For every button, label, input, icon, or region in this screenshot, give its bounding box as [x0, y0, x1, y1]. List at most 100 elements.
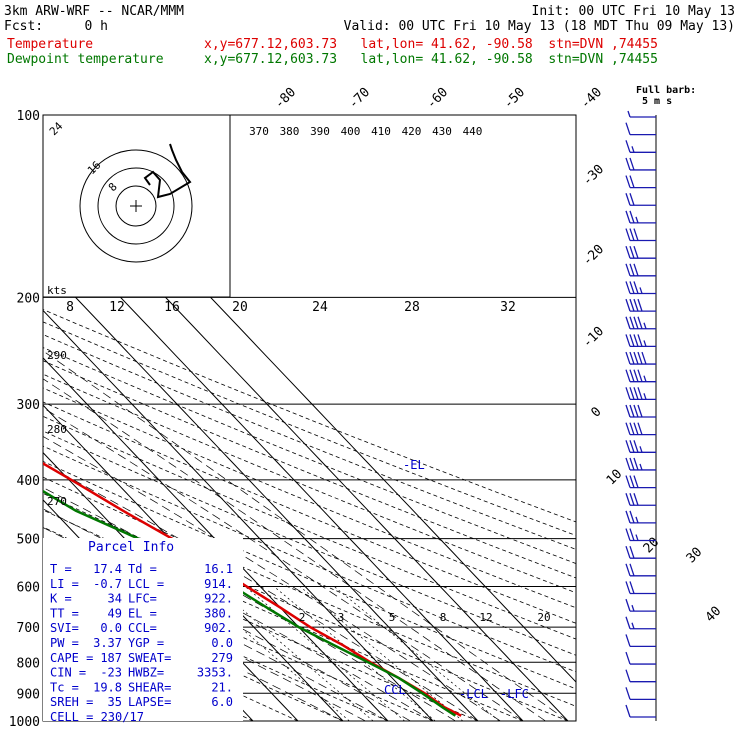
wind-barb: [625, 387, 656, 401]
wind-barb: [625, 334, 656, 348]
pressure-label-300: 300: [17, 398, 40, 413]
parcel-key: HWBZ=: [128, 666, 164, 680]
dry-adiabat: [43, 309, 576, 523]
theta-label: 430: [432, 125, 452, 138]
parcel-value: 17.4: [93, 562, 122, 576]
dry-adiabat: [43, 445, 576, 673]
temp-label: -40: [578, 85, 605, 112]
temp-label: -70: [346, 85, 373, 112]
parcel-key: TT =: [50, 606, 79, 620]
pressure-label-600: 600: [17, 581, 40, 596]
temp-label: -80: [272, 85, 299, 112]
theta-label: 390: [310, 125, 330, 138]
parcel-key: SVI=: [50, 621, 79, 635]
wind-barb: [625, 298, 656, 312]
legend-temperature-info: x,y=677.12,603.73 lat,lon= 41.62, -90.58…: [204, 37, 658, 52]
parcel-value: -0.7: [93, 577, 122, 591]
dry-adiabat: [43, 347, 576, 564]
lcl-marker: -LCL: [459, 687, 488, 701]
parcel-key: SWEAT=: [128, 651, 171, 665]
parcel-value: 0.0: [100, 621, 122, 635]
wind-barb: [625, 528, 656, 542]
legend-dewpoint-info: x,y=677.12,603.73 lat,lon= 41.62, -90.58…: [204, 52, 658, 67]
hodo-kts-label: kts: [47, 284, 67, 297]
wind-barb: [625, 581, 656, 595]
parcel-value: 16.1: [204, 562, 233, 576]
parcel-value: 3.37: [93, 636, 122, 650]
dry-adiabat: [43, 415, 576, 640]
parcel-key: CAPE =: [50, 651, 93, 665]
wind-barb: [625, 281, 656, 295]
isotherm: [43, 167, 569, 721]
fcst-value: 0 h: [85, 19, 108, 34]
temp-label: -10: [580, 324, 607, 351]
isotherm: [43, 214, 524, 721]
theta-e-label: 280: [47, 423, 67, 436]
mixing-ratio-label: 20: [537, 611, 550, 624]
pressure-label-100: 100: [17, 109, 40, 124]
hodo-speed-label: 20: [232, 300, 248, 315]
parcel-info-panel: Parcel Info T = 17.4 Td = 16.1 LI = -0.7 LCL =…: [43, 538, 243, 724]
wind-barb: [625, 651, 656, 665]
init-time: Init: 00 UTC Fri 10 May 13: [532, 4, 736, 19]
theta-e-label: 270: [47, 495, 67, 508]
dry-adiabat: [43, 321, 576, 536]
wind-barb: [625, 157, 656, 171]
hodo-speed-label: 32: [500, 300, 516, 315]
wind-barb: [625, 369, 656, 383]
parcel-key: Tc =: [50, 680, 79, 694]
wind-barb: [625, 457, 656, 471]
temp-label: -50: [501, 85, 528, 112]
moist-adiabat: [43, 487, 456, 721]
parcel-key: EL =: [128, 606, 157, 620]
parcel-key: T =: [50, 562, 72, 576]
parcel-value: 922.: [204, 592, 233, 606]
wind-barb: [625, 616, 656, 630]
dry-adiabat: [43, 492, 569, 721]
parcel-value: -23: [100, 666, 122, 680]
hodo-speed-label: 12: [109, 300, 125, 315]
temp-label: 20: [641, 535, 663, 557]
dry-adiabat: [43, 430, 576, 656]
mixing-ratio-label: 12: [479, 611, 492, 624]
legend-temperature: Temperature: [7, 37, 93, 52]
dewpoint-profile: [43, 489, 457, 717]
mixing-ratio-line: [273, 586, 436, 721]
hodo-speed-label: 16: [164, 300, 180, 315]
pressure-label-400: 400: [17, 474, 40, 489]
moist-adiabat: [43, 378, 546, 721]
parcel-key: LI =: [50, 577, 79, 591]
wind-barb: [625, 404, 656, 418]
parcel-value: 21.: [211, 680, 233, 694]
mixing-ratio-label: 5: [389, 611, 396, 624]
hodo-ring-8: [115, 185, 157, 227]
wind-barb: [627, 110, 656, 118]
theta-e-label: 290: [47, 349, 67, 362]
barb-key-line1: Full barb:: [636, 85, 696, 96]
wind-barb: [625, 228, 656, 242]
mixing-ratio-line: [215, 586, 374, 721]
pressure-label-1000: 1000: [9, 715, 40, 730]
temp-label: 40: [703, 604, 725, 626]
hodo-speed-label: 28: [404, 300, 420, 315]
wind-barb: [625, 493, 656, 506]
parcel-key: CCL=: [128, 621, 157, 635]
hodograph-trace: [143, 143, 192, 199]
parcel-value: 6.0: [211, 695, 233, 709]
model-title: 3km ARW-WRF -- NCAR/MMM: [4, 4, 184, 19]
wind-barb: [625, 210, 656, 224]
moist-adiabat: [43, 407, 524, 721]
wind-barb: [625, 545, 656, 559]
pressure-label-500: 500: [17, 533, 40, 548]
lfc-marker: -LFC: [500, 687, 529, 701]
wind-barb: [625, 351, 656, 365]
pressure-axis: 100 200 300 400 500 600 700 800 900 1000: [9, 109, 40, 730]
temp-label: -30: [580, 162, 607, 189]
wind-barb: [625, 122, 656, 136]
parcel-value: 0.0: [211, 636, 233, 650]
parcel-value: 279: [211, 651, 233, 665]
pressure-label-800: 800: [17, 656, 40, 671]
wind-barb: [625, 316, 656, 330]
moist-adiabat: [43, 462, 479, 721]
